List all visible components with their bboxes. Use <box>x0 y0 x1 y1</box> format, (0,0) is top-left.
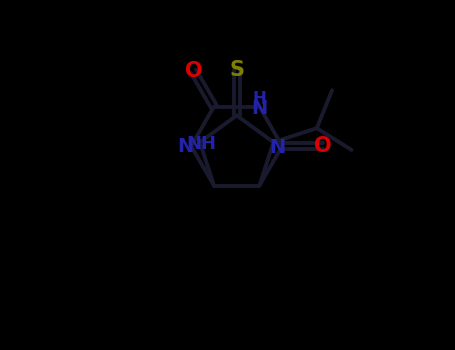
Text: N: N <box>177 136 193 156</box>
Text: O: O <box>185 61 202 81</box>
Text: H: H <box>253 90 266 108</box>
Text: S: S <box>229 60 244 80</box>
Text: NH: NH <box>187 135 217 153</box>
Text: N: N <box>269 138 285 157</box>
Text: O: O <box>314 136 332 156</box>
Text: N: N <box>251 99 268 118</box>
